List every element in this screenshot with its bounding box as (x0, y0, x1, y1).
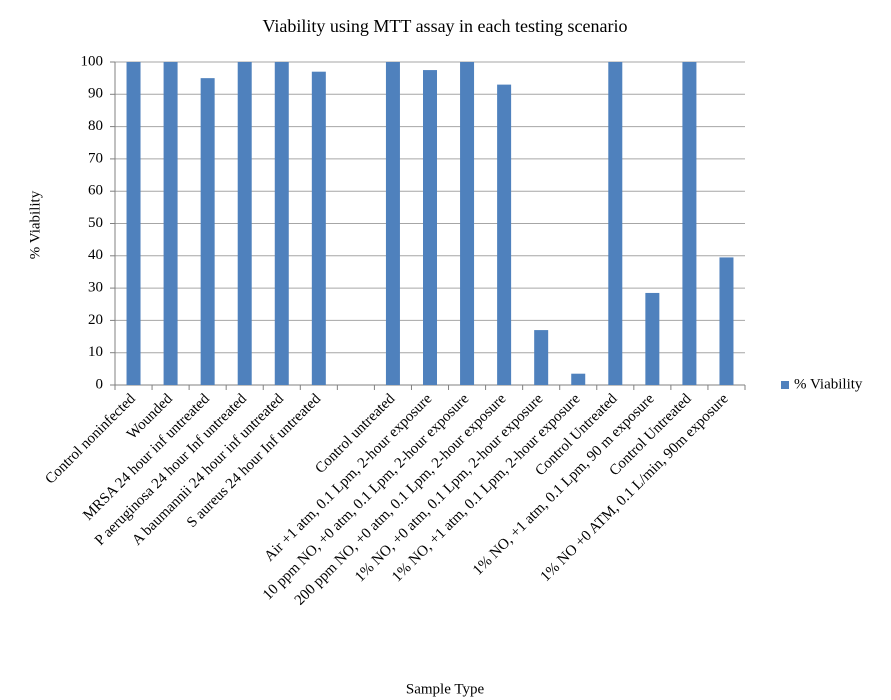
bar (719, 257, 734, 385)
bar (571, 373, 586, 385)
y-tick-label: 50 (88, 215, 103, 231)
bar (163, 62, 178, 385)
y-tick-label: 90 (88, 86, 103, 102)
y-tick-label: 30 (88, 280, 103, 296)
bar (682, 62, 697, 385)
bar (423, 70, 437, 385)
y-tick-label: 70 (88, 150, 103, 166)
bar (385, 62, 400, 385)
y-tick-label: 60 (88, 183, 103, 199)
y-tick-label: 10 (88, 344, 103, 360)
bar (237, 62, 252, 385)
bar (460, 62, 475, 385)
y-tick-label: 100 (81, 53, 104, 69)
bar (608, 62, 623, 385)
x-axis-label: Sample Type (406, 681, 485, 697)
bar (200, 78, 215, 386)
y-tick-label: 80 (88, 118, 103, 134)
y-tick-label: 0 (96, 376, 104, 392)
legend-swatch (781, 381, 789, 389)
bar (126, 62, 141, 385)
y-tick-label: 20 (88, 312, 103, 328)
bar (497, 84, 512, 386)
y-axis-label: % Viability (27, 190, 43, 259)
legend-label: % Viability (794, 376, 863, 392)
bar (274, 62, 289, 385)
bar (645, 292, 660, 385)
y-tick-label: 40 (88, 247, 103, 263)
chart-title: Viability using MTT assay in each testin… (262, 16, 627, 36)
bar (311, 71, 326, 385)
bar (534, 330, 549, 385)
